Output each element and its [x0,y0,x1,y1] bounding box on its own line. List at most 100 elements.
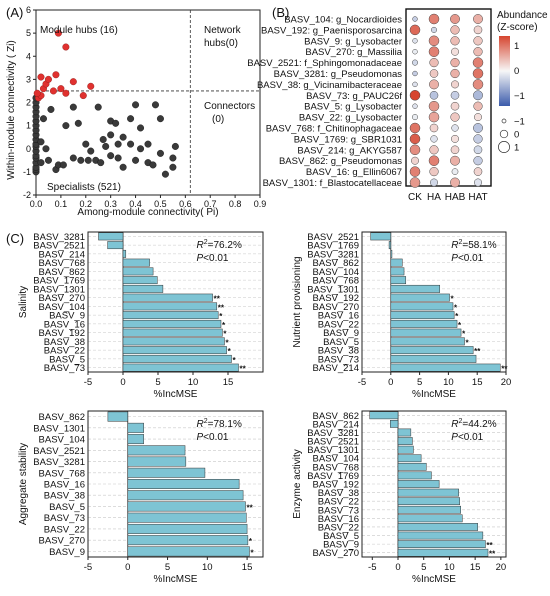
specialist-point [112,119,120,127]
specialist-point [161,170,169,178]
p-value-label: P<0.01 [451,253,483,264]
y-axis-label: Enzyme activity [292,449,303,518]
heatmap-cell [430,26,438,33]
heatmap-row-label: BASV_38: g_Vicinamibacteraceae [257,80,402,91]
heatmap-cell [409,90,421,101]
importance-bar [397,471,432,480]
specialist-point [114,154,122,162]
r-squared-label: R2=44.2% [451,418,496,430]
bar-category-label: BASV_2521 [33,241,85,252]
bar-category-label: BASV_38 [44,337,85,348]
size-legend-label: 1 [514,143,519,154]
bar-category-label: BASV_104 [313,267,359,278]
p-value-label: P<0.01 [197,253,229,264]
heatmap-cell [412,81,418,88]
significance-mark: ** [247,503,254,512]
significance-mark: * [226,338,230,347]
importance-bar [127,512,247,523]
bar-category-label: BASV_9 [49,311,85,322]
specialist-point [114,140,122,148]
bar-category-label: BASV_22 [318,522,359,533]
size-legend: −1 0 1 [498,117,525,154]
specialist-point [102,142,110,150]
bar-category-label: BASV_1301 [307,445,359,456]
module-hub-point [69,78,77,86]
significance-mark: * [222,321,226,330]
heatmap-column-label: CK [408,192,422,203]
bar-category-label: BASV_38 [44,491,85,502]
importance-bar [390,311,455,320]
a-ytick-label: 5 [26,28,31,38]
importance-bar [122,328,223,337]
x-tick-label: 15 [472,377,483,388]
importance-plot-2: BASV_2521BASV_1769BASV_3281BASV_862BASV_… [292,231,511,400]
heatmap-row-label: BASV_862: g_Pseudomonas [279,156,402,167]
bar-category-label: BASV_3281 [33,457,85,468]
specialist-point [74,119,82,127]
bar-category-label: BASV_5 [49,502,85,513]
bar-category-label: BASV_1769 [33,276,85,287]
bar-category-label: BASV_5 [323,337,359,348]
bar-category-label: BASV_73 [318,354,359,365]
heatmap-row-label: BASV_22: g_Lysobacter [299,113,402,124]
bar-category-label: BASV_214 [313,363,359,374]
importance-bar [127,535,249,546]
panel-a-ticks: 0.0 0.1 0.2 0.3 0.4 0.5 0.6 0.7 0.8 0.9 -2 -1 0 1 2 3 4 5… [23,5,266,209]
bar-category-label: BASV_16 [318,514,359,525]
specialist-point [84,156,92,164]
size-legend-circle [499,129,509,139]
x-axis-label: %IncMSE [412,574,456,585]
specialist-point [59,161,67,169]
specialist-point [156,115,164,123]
importance-bar [397,505,461,514]
bar-category-label: BASV_862 [39,412,85,423]
a-ytick-label: -2 [23,190,31,200]
importance-bar [127,422,144,433]
panel-c-importance: BASV_3281BASV_2521BASV_214BASV_768BASV_8… [18,231,511,585]
specialist-point [156,149,164,157]
bar-category-label: BASV_1769 [307,241,359,252]
heatmap-cell [450,145,460,155]
specialist-point [169,163,177,171]
bar-category-label: BASV_22 [318,319,359,330]
y-axis-label: Aggregate stability [18,443,29,525]
x-tick-label: 10 [202,562,213,573]
x-tick-label: 0 [388,377,393,388]
x-axis-label: %IncMSE [412,389,456,400]
size-legend-label: 0 [514,130,519,141]
panel-a-scatter: (A) Within-module connectivity ( Zi) Amo… [6,5,266,218]
heatmap-cell [450,155,460,166]
specialist-point [82,140,90,148]
heatmap-cell [473,123,483,133]
bar-category-label: BASV_38 [318,346,359,357]
importance-bar [127,523,248,534]
specialist-point [44,156,52,164]
r-squared-label: R2=78.1% [197,418,242,430]
heatmap-cell [429,79,439,90]
legend-title-line1: Abundance [497,10,548,21]
heatmap-row-label: BASV_73: g_PAUC26f [306,91,402,102]
heatmap-cell [429,69,439,78]
heatmap-row-label: BASV_9: g_Lysobacter [304,36,402,47]
bar-category-label: BASV_9 [49,547,85,558]
bar-category-label: BASV_16 [44,319,85,330]
importance-bar [122,276,158,285]
panel-a-label: (A) [6,5,23,20]
importance-bar [397,445,414,454]
significance-mark: ** [501,365,508,374]
importance-bar [107,241,124,250]
specialist-point [97,159,105,167]
bar-category-label: BASV_104 [313,454,359,465]
x-tick-label: 20 [496,562,507,573]
specialist-point [144,140,152,148]
heatmap-cell [472,68,484,79]
importance-bar [390,267,405,276]
heatmap-row-label: BASV_270: g_Massilia [305,47,402,58]
specialist-point [149,161,157,169]
x-tick-label: -5 [84,377,92,388]
importance-bar [390,293,450,302]
x-tick-label: 10 [188,377,199,388]
heatmap-cell [430,178,438,187]
importance-plot-4: BASV_862BASV_214BASV_3281BASV_2521BASV_1… [292,410,507,585]
specialist-point [107,131,115,139]
